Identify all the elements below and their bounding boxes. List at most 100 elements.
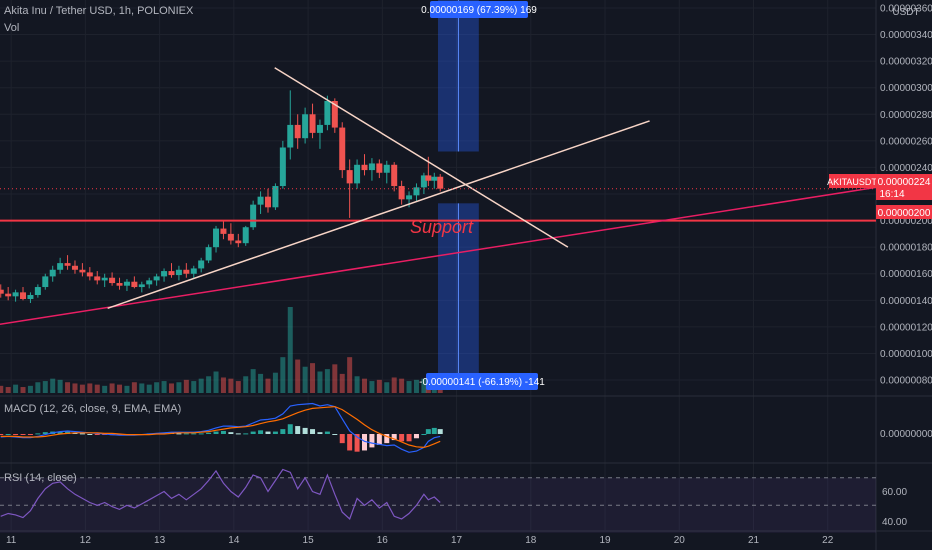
macd-histogram-bar [437, 429, 443, 434]
y-axis-tick-label: 0.00000100 [880, 349, 932, 360]
volume-bar [13, 384, 19, 393]
volume-bar [94, 384, 100, 393]
y-axis-tick-label: 0.00000240 [880, 163, 932, 174]
candle-body [354, 164, 361, 184]
candle-body [42, 276, 49, 288]
candle-body [161, 271, 168, 277]
volume-bar [191, 381, 197, 393]
macd-histogram-bar [191, 433, 197, 435]
volume-bar [65, 382, 71, 393]
candle-body [437, 176, 444, 189]
volume-bar [213, 371, 219, 393]
macd-histogram-bar [431, 427, 437, 434]
macd-histogram-bar [362, 434, 368, 451]
x-axis-tick-label: 17 [451, 535, 463, 546]
y-axis-tick-label: 0.00000200 [880, 216, 932, 227]
volume-bar [235, 381, 241, 393]
macd-panel[interactable] [0, 402, 443, 453]
volume-bar [79, 384, 85, 393]
macd-histogram-bar [27, 434, 33, 435]
x-axis-tick-label: 19 [599, 535, 611, 546]
candle-body [146, 280, 153, 285]
macd-histogram-bar [213, 431, 219, 434]
candle-body [190, 268, 197, 274]
macd-histogram-bar [65, 431, 71, 434]
candle-body [123, 281, 130, 286]
price-panel[interactable] [0, 90, 444, 303]
macd-histogram-bar [376, 434, 382, 445]
current-price-text: 0.00000224 [878, 177, 931, 188]
volume-bar [332, 364, 338, 393]
macd-histogram-bar [0, 434, 4, 435]
volume-bar [0, 385, 4, 393]
candle-body [175, 269, 182, 276]
macd-histogram-bar [310, 429, 316, 434]
x-axis-tick-label: 15 [303, 535, 315, 546]
candle-body [302, 114, 309, 139]
volume-bar [87, 383, 93, 393]
candle-body [138, 284, 145, 288]
rsi-lower-label: 40.00 [882, 517, 907, 528]
macd-histogram-bar [57, 431, 63, 434]
candle-body [425, 175, 432, 181]
candle-body [116, 283, 123, 286]
candle-body [227, 233, 234, 241]
volume-bar [154, 382, 160, 393]
macd-label: MACD (12, 26, close, 9, EMA, EMA) [4, 403, 181, 415]
macd-histogram-bar [243, 433, 249, 435]
candle-body [57, 263, 64, 270]
macd-histogram-bar [183, 433, 189, 435]
y-axis-tick-label: 0.00000180 [880, 243, 932, 254]
volume-bar [421, 378, 427, 393]
volume-bar [139, 383, 145, 393]
candle-body [331, 100, 338, 128]
candle-body [20, 292, 27, 299]
volume-bar [399, 378, 405, 393]
macd-histogram-bar [176, 433, 182, 435]
volume-bar [228, 378, 234, 393]
y-axis-tick-label: 0.00000080 [880, 376, 932, 387]
drawings [0, 67, 877, 325]
measure-tools [438, 0, 479, 390]
volume-bar [183, 379, 189, 393]
volume-bar [339, 373, 345, 393]
y-axis-tick-label: 0.00000120 [880, 322, 932, 333]
candle-body [86, 272, 93, 277]
candle-body [64, 263, 71, 266]
chart-title: Akita Inu / Tether USD, 1h, POLONIEX [4, 5, 194, 17]
support-label: Support [410, 217, 474, 237]
volume-bar [72, 383, 78, 393]
macd-histogram-bar [5, 434, 11, 435]
y-axis-tick-label: 0.00000300 [880, 83, 932, 94]
rsi-panel[interactable] [0, 468, 876, 533]
candle-body [101, 277, 108, 281]
candle-body [27, 295, 34, 299]
macd-histogram-bar [94, 434, 100, 435]
candle-body [398, 186, 405, 200]
volume-bar [369, 381, 375, 393]
rsi-line [0, 468, 441, 521]
candle-body [287, 124, 294, 148]
volume-bar [198, 378, 204, 393]
candle-body [431, 176, 438, 181]
macd-histogram-bar [347, 434, 353, 451]
volume-bar [250, 369, 256, 393]
volume-bar [57, 379, 63, 393]
volume-bar [35, 382, 41, 393]
volume-bar [168, 383, 174, 393]
y-axis-tick-label: 0.00000260 [880, 136, 932, 147]
volume-bar [42, 381, 48, 393]
candle-body [339, 127, 346, 171]
volume-bar [362, 378, 368, 393]
macd-histogram-bar [87, 434, 93, 435]
volume-bar [131, 382, 137, 393]
volume-bar [317, 371, 323, 393]
macd-histogram-bar [265, 431, 271, 434]
macd-histogram-bar [272, 431, 278, 434]
macd-histogram-bar [339, 434, 345, 444]
y-axis-tick-label: 0.00000140 [880, 296, 932, 307]
candle-body [294, 124, 301, 139]
candle-body [420, 175, 427, 188]
